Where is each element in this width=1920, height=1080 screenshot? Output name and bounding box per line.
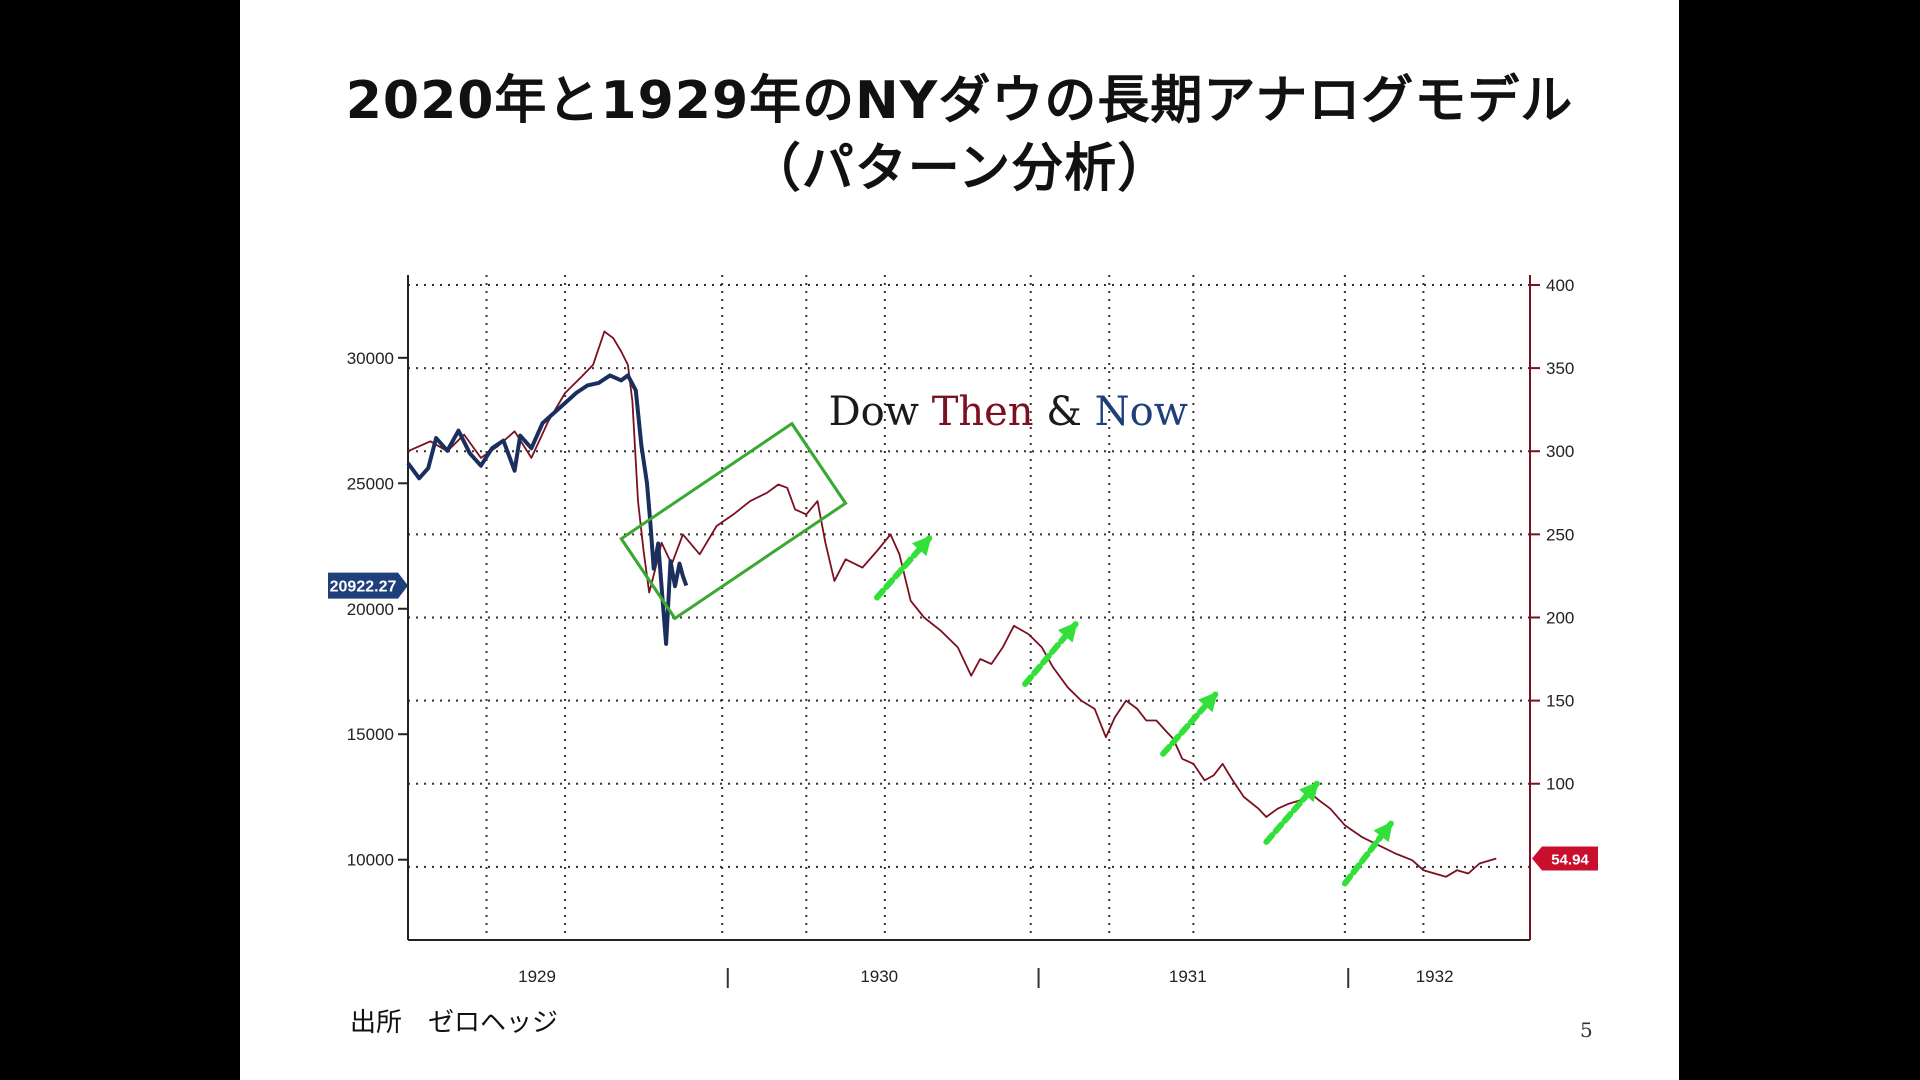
right-tick-label: 250 <box>1546 525 1574 544</box>
highlight-box <box>619 421 848 621</box>
annotation-part: Then <box>932 389 1034 435</box>
chart-axes <box>398 275 1540 988</box>
chart-series <box>406 330 1497 878</box>
slide-subtitle: （パターン分析） <box>748 139 1171 199</box>
right-tick-label: 400 <box>1546 276 1574 295</box>
series-then-line <box>407 330 1497 878</box>
chart-grid <box>408 275 1530 940</box>
right-tick-label: 100 <box>1546 775 1574 794</box>
right-tick-label: 200 <box>1546 608 1574 627</box>
right-tick-label: 150 <box>1546 692 1574 711</box>
page-number: 5 <box>1580 1018 1593 1042</box>
left-tick-label: 10000 <box>347 851 394 870</box>
left-tick-label: 25000 <box>347 474 394 493</box>
chart-annotation: Dow Then & Now <box>829 389 1188 435</box>
annotation-part: Dow <box>829 389 932 435</box>
x-tick-label: 1931 <box>1169 967 1207 986</box>
source-note: 出所 ゼロヘッジ <box>350 1008 559 1038</box>
right-tick-label: 300 <box>1546 442 1574 461</box>
chart-labels: 30000 25000 20000 15000 10000 400 350 300 250 200… <box>328 276 1598 986</box>
chart-annotations: Dow Then & Now <box>619 389 1394 887</box>
trend-arrow-head <box>911 535 932 557</box>
trend-arrow-head <box>1198 691 1218 713</box>
left-tick-label: 20000 <box>347 600 394 619</box>
x-tick-label: 1929 <box>518 967 556 986</box>
then-value-flag-bg <box>1532 846 1598 871</box>
annotation-part: Now <box>1095 389 1188 435</box>
then-value-label: 54.94 <box>1551 852 1589 869</box>
dow-then-now-chart: Dow Then & Now 30000 25000 20000 15000 10000… <box>328 275 1598 988</box>
right-tick-label: 350 <box>1546 359 1574 378</box>
slide: 2020年と1929年のNYダウの長期アナログモデル （パターン分析） Dow … <box>240 0 1679 1080</box>
trend-arrow-head <box>1299 781 1319 803</box>
left-tick-label: 15000 <box>347 725 394 744</box>
slide-title: 2020年と1929年のNYダウの長期アナログモデル <box>345 71 1574 131</box>
now-value-label: 20922.27 <box>330 579 397 596</box>
left-tick-label: 30000 <box>347 349 394 368</box>
now-value-flag: 20922.27 <box>328 572 408 599</box>
x-tick-label: 1932 <box>1416 967 1454 986</box>
annotation-part: & <box>1034 389 1095 435</box>
then-value-flag: 54.94 <box>1532 846 1598 871</box>
trend-arrow-head <box>1373 821 1393 843</box>
series-now-line <box>406 373 689 646</box>
trend-arrow-head <box>1057 621 1078 643</box>
now-value-flag-bg <box>328 572 408 599</box>
x-tick-label: 1930 <box>860 967 898 986</box>
highlight-box-rect <box>619 421 848 621</box>
